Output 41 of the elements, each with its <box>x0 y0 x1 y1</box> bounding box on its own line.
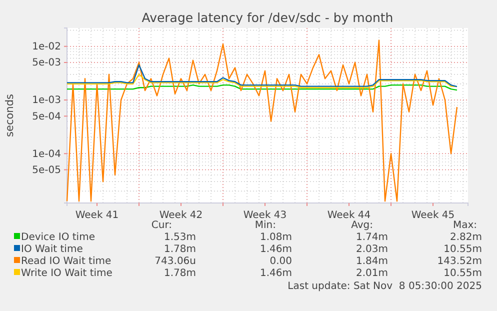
text: 143.52m <box>437 256 482 267</box>
x-tick-label: Week 44 <box>327 210 371 222</box>
y-tick-label: 5e-04 <box>32 111 61 122</box>
text: 1.08m <box>260 232 292 243</box>
text: 10.55m <box>444 244 482 255</box>
x-tick-label: Week 41 <box>75 210 119 222</box>
y-tick-label: 5e-03 <box>32 58 61 69</box>
text: 1.74m <box>356 232 388 243</box>
legend-label: Read IO Wait time <box>21 256 112 267</box>
x-tick-label: Week 42 <box>159 210 203 222</box>
y-tick-label: 1e-04 <box>32 148 61 160</box>
text: Max: <box>452 220 477 231</box>
text: 1.46m <box>260 244 292 255</box>
text: 1.78m <box>164 268 196 279</box>
text: 10.55m <box>444 268 482 279</box>
text: 743.06u <box>154 256 196 267</box>
line-series <box>66 74 458 88</box>
y-tick-label: 1e-02 <box>32 42 61 53</box>
text: 1.78m <box>164 244 196 255</box>
text: 1.46m <box>260 268 292 279</box>
text: Last update: Sat Nov 8 05:30:00 2025 <box>288 281 482 292</box>
y-axis-title: seconds <box>4 94 16 137</box>
x-tick-label: Week 45 <box>411 210 455 222</box>
y-tick-label: 5e-05 <box>32 164 61 176</box>
text: Avg: <box>351 220 373 231</box>
text: Min: <box>254 220 276 231</box>
x-tick-label: Week 43 <box>243 210 287 222</box>
text: 2.82m <box>450 232 482 243</box>
text: 2.03m <box>356 244 388 255</box>
legend-label: Write IO Wait time <box>21 268 112 279</box>
line-series <box>66 40 458 202</box>
text: 1.84m <box>356 256 388 267</box>
chart-title: Average latency for /dev/sdc - by month <box>142 10 394 25</box>
legend-label: Device IO time <box>21 232 95 243</box>
text: 2.01m <box>356 268 388 279</box>
legend-label: IO Wait time <box>21 244 83 255</box>
text: 1.53m <box>164 232 196 243</box>
y-tick-label: 1e-03 <box>32 95 61 106</box>
text: Cur: <box>151 220 172 231</box>
text: 0.00 <box>270 256 292 267</box>
line-series <box>66 64 458 88</box>
